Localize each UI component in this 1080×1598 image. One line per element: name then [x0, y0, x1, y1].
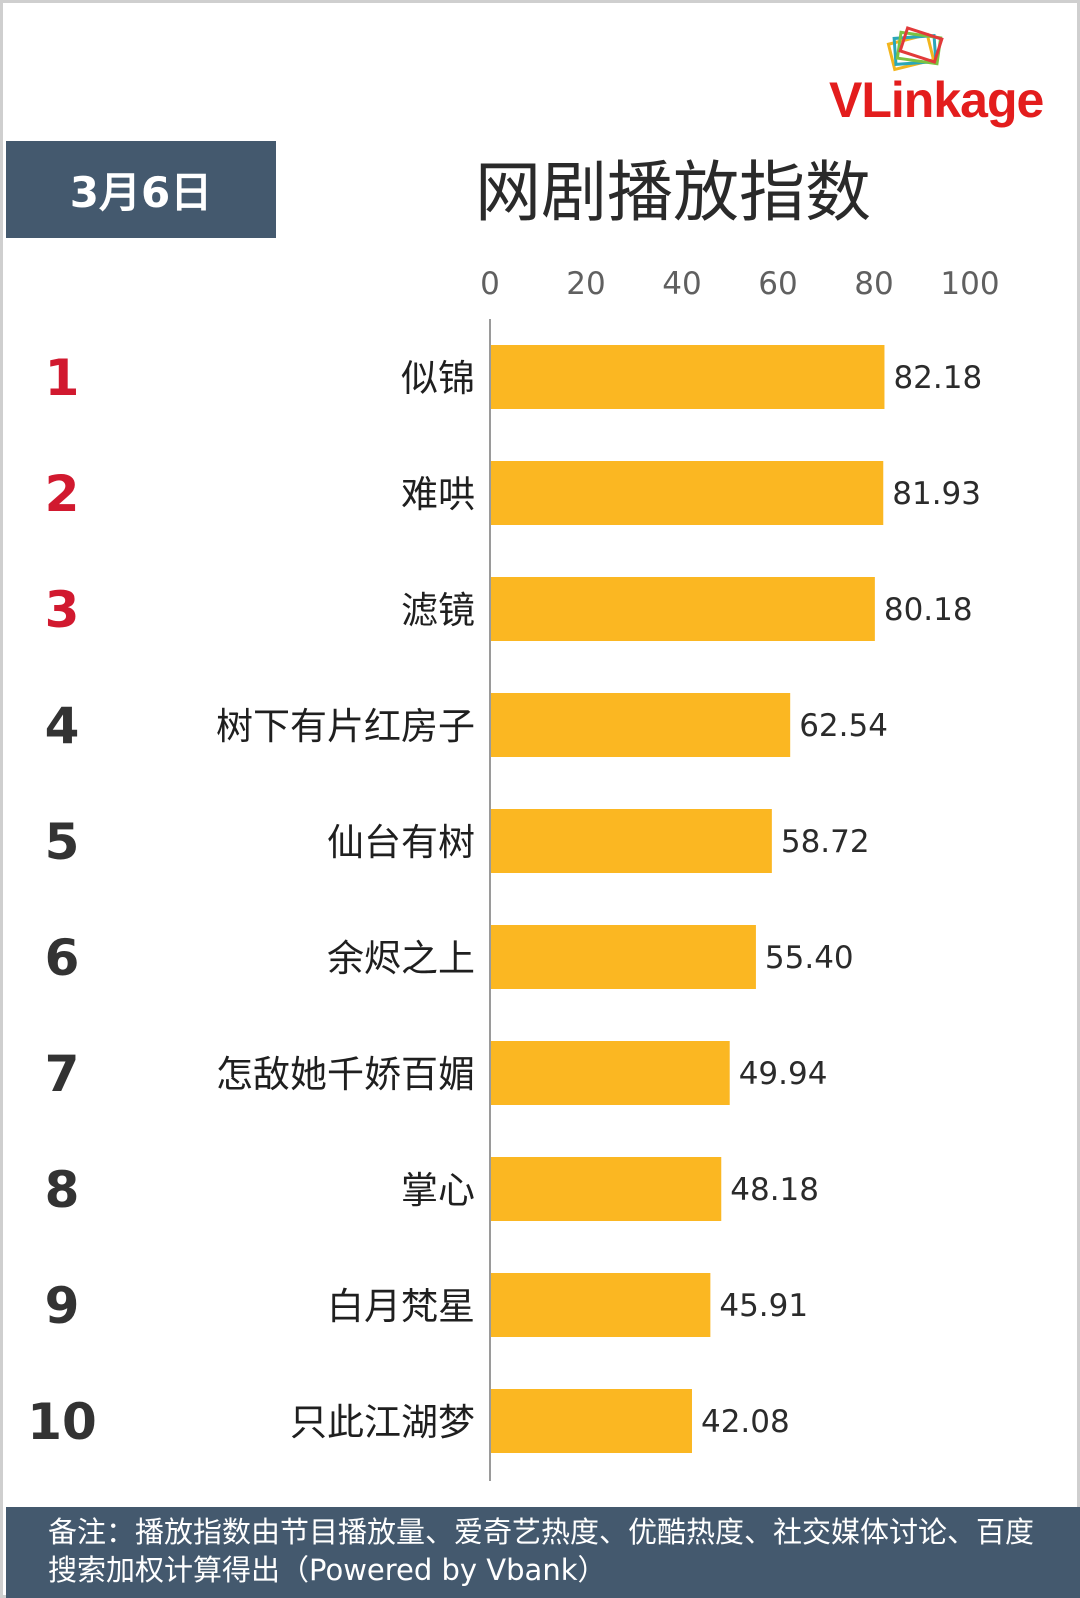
bar-row: 8 掌心 48.18 — [45, 1157, 819, 1221]
bar — [491, 345, 885, 409]
value-label: 42.08 — [701, 1404, 790, 1440]
bar — [491, 809, 772, 873]
value-label: 55.40 — [765, 940, 854, 976]
bar-row: 10 只此江湖梦 42.08 — [27, 1389, 790, 1453]
rank-number: 3 — [45, 581, 80, 639]
bar-row: 5 仙台有树 58.72 — [45, 809, 870, 873]
bar-row: 4 树下有片红房子 62.54 — [45, 693, 888, 757]
category-label: 滤镜 — [401, 589, 475, 632]
bar-row: 9 白月梵星 45.91 — [45, 1273, 808, 1337]
x-tick-label: 40 — [662, 266, 701, 302]
logo-cards-icon — [886, 26, 944, 72]
category-label: 白月梵星 — [327, 1285, 475, 1328]
x-axis-ticks: 0 20 40 60 80 100 — [480, 266, 999, 302]
logo-text: VLinkage — [829, 72, 1044, 128]
value-label: 45.91 — [719, 1288, 808, 1324]
x-tick-label: 60 — [758, 266, 797, 302]
bar-row: 6 余烬之上 55.40 — [45, 925, 854, 989]
rank-number: 2 — [45, 465, 80, 523]
category-label: 难哄 — [401, 473, 475, 516]
x-tick-label: 80 — [854, 266, 893, 302]
category-label: 似锦 — [401, 357, 475, 400]
category-label: 余烬之上 — [327, 937, 475, 980]
bar — [491, 461, 884, 525]
value-label: 48.18 — [730, 1172, 819, 1208]
category-label: 仙台有树 — [327, 821, 475, 864]
x-tick-label: 20 — [566, 266, 605, 302]
rank-number: 8 — [45, 1161, 80, 1219]
bars: 1 似锦 82.18 2 难哄 81.93 3 滤镜 80.18 4 树下有片红房子 62.54 5 仙台… — [27, 345, 982, 1453]
value-label: 81.93 — [892, 476, 981, 512]
footer-note: 备注：播放指数由节目播放量、爱奇艺热度、优酷热度、社交媒体讨论、百度搜索加权计算… — [6, 1507, 1080, 1598]
bar-row: 3 滤镜 80.18 — [45, 577, 973, 641]
vlinkage-logo: VLinkage — [823, 25, 1078, 125]
chart-title: 网剧播放指数 — [475, 154, 871, 231]
rank-number: 1 — [45, 349, 80, 407]
value-label: 82.18 — [893, 360, 982, 396]
bar — [491, 1273, 711, 1337]
value-label: 80.18 — [884, 592, 973, 628]
category-label: 掌心 — [401, 1169, 475, 1212]
x-tick-label: 100 — [940, 266, 999, 302]
category-label: 只此江湖梦 — [290, 1401, 475, 1444]
bar — [491, 577, 875, 641]
value-label: 49.94 — [739, 1056, 828, 1092]
bar-chart: 0 20 40 60 80 100 1 似锦 82.18 2 难哄 81.93 3 滤镜 80.18 4 树下… — [27, 266, 1000, 1481]
bar — [491, 1157, 722, 1221]
value-label: 62.54 — [799, 708, 888, 744]
rank-number: 9 — [45, 1277, 80, 1335]
bar-row: 2 难哄 81.93 — [45, 461, 981, 525]
bar-row: 1 似锦 82.18 — [45, 345, 982, 409]
rank-number: 10 — [27, 1393, 97, 1451]
category-label: 怎敌她千娇百媚 — [216, 1053, 475, 1096]
x-tick-label: 0 — [480, 266, 500, 302]
bar — [491, 925, 756, 989]
value-label: 58.72 — [781, 824, 870, 860]
bar-row: 7 怎敌她千娇百媚 49.94 — [45, 1041, 828, 1105]
rank-number: 7 — [45, 1045, 80, 1103]
bar — [491, 693, 791, 757]
rank-number: 5 — [45, 813, 80, 871]
category-label: 树下有片红房子 — [216, 705, 475, 748]
bar — [491, 1041, 730, 1105]
date-badge: 3月6日 — [6, 141, 276, 238]
bar — [491, 1389, 692, 1453]
rank-number: 6 — [45, 929, 80, 987]
rank-number: 4 — [45, 697, 80, 755]
